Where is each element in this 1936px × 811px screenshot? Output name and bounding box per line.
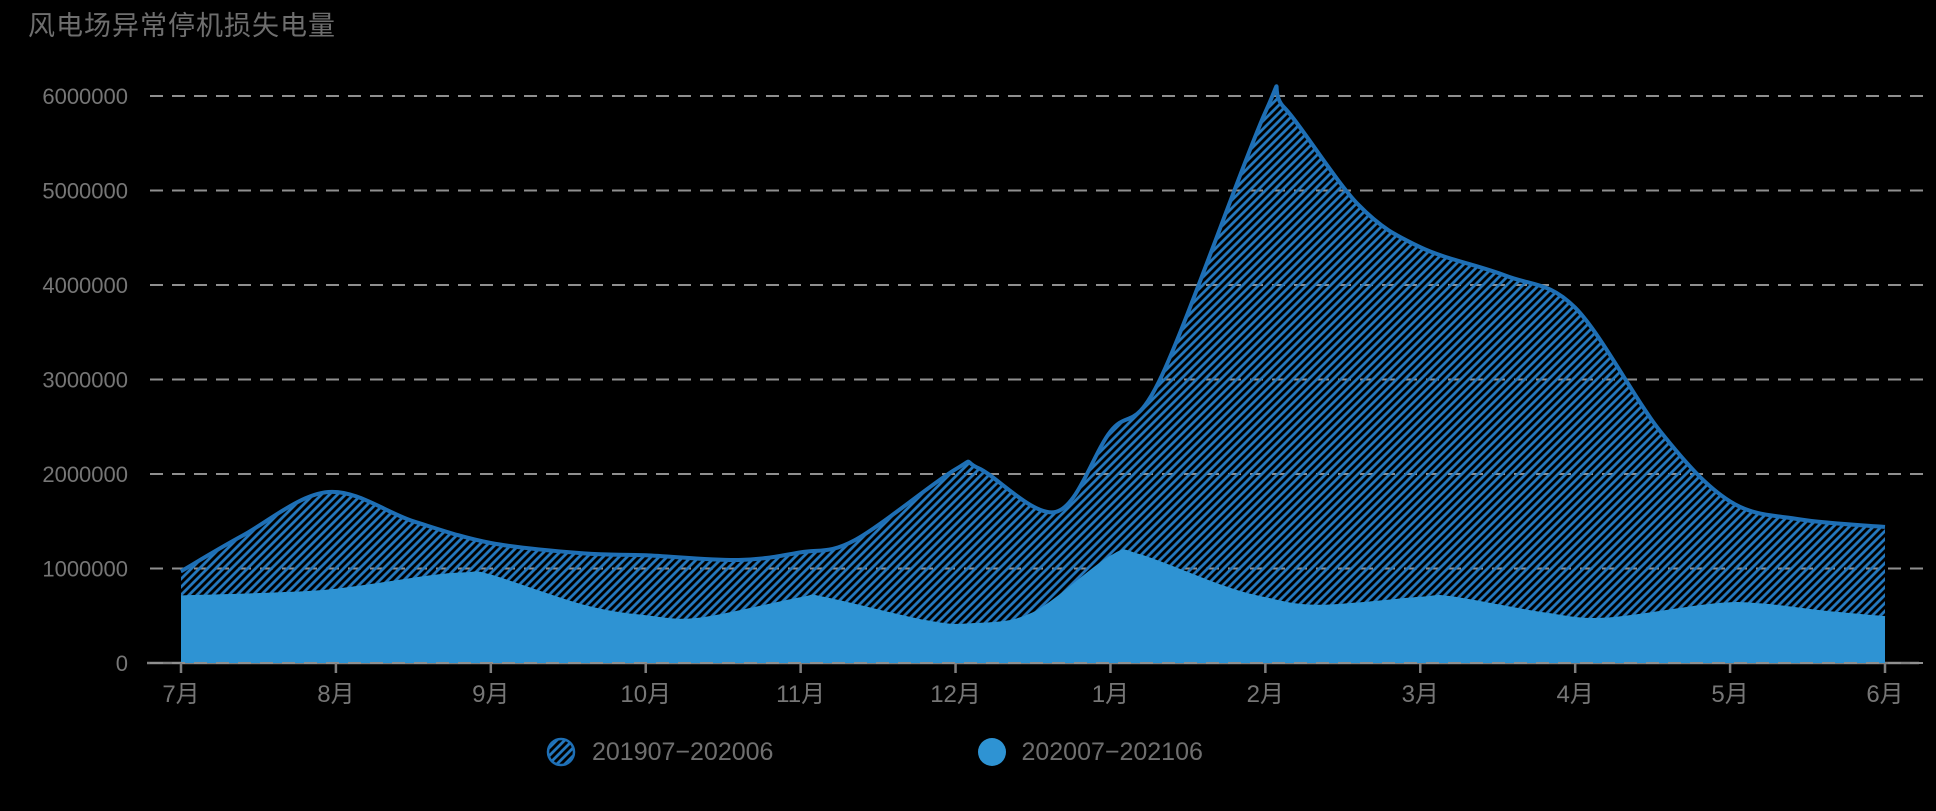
legend-label: 201907−202006 [592, 737, 774, 766]
x-axis-label: 4月 [1557, 681, 1594, 708]
x-axis-label: 10月 [620, 681, 671, 708]
x-axis-labels: 7月 8月 9月 10月 11月 12月 1月 2月 3月 4月 5月 6月 [162, 681, 1903, 708]
x-axis-label: 5月 [1711, 681, 1748, 708]
series-layer [180, 84, 1886, 663]
series1-area-hatched[interactable] [181, 86, 1885, 663]
legend: 201907−202006 202007−202106 [545, 736, 1203, 768]
y-axis-label: 0 [116, 651, 128, 676]
series1-boundary-line [180, 84, 1886, 574]
x-axis-label: 2月 [1247, 681, 1284, 708]
legend-item-201907-202006[interactable]: 201907−202006 [545, 736, 773, 768]
series2-area-solid[interactable] [181, 550, 1885, 663]
chart-title: 风电场异常停机损失电量 [28, 11, 336, 41]
solid-circle-icon [978, 738, 1007, 766]
y-axis-label: 5000000 [42, 179, 128, 204]
y-axis-labels: 0 1000000 2000000 3000000 4000000 5000000 6000… [42, 84, 128, 676]
hatched-circle-icon [546, 737, 576, 767]
legend-label: 202007−202106 [1021, 737, 1203, 766]
y-axis-label: 3000000 [42, 368, 128, 393]
x-axis-label: 9月 [472, 681, 509, 708]
x-axis-label: 7月 [162, 681, 199, 708]
x-axis-label: 11月 [776, 681, 825, 708]
y-axis-label: 1000000 [42, 557, 128, 582]
x-axis-label: 12月 [930, 681, 981, 708]
y-axis-label: 4000000 [42, 273, 128, 298]
x-axis-label: 6月 [1866, 681, 1903, 708]
y-axis-label: 2000000 [42, 462, 128, 487]
x-axis-ticks [179, 663, 1887, 673]
x-axis-label: 3月 [1402, 681, 1439, 708]
x-axis-label: 8月 [317, 681, 354, 708]
series2-boundary-line [180, 549, 1886, 627]
x-axis-label: 1月 [1092, 681, 1129, 708]
legend-item-202007-202106[interactable]: 202007−202106 [978, 737, 1203, 767]
y-axis-label: 6000000 [42, 84, 128, 109]
